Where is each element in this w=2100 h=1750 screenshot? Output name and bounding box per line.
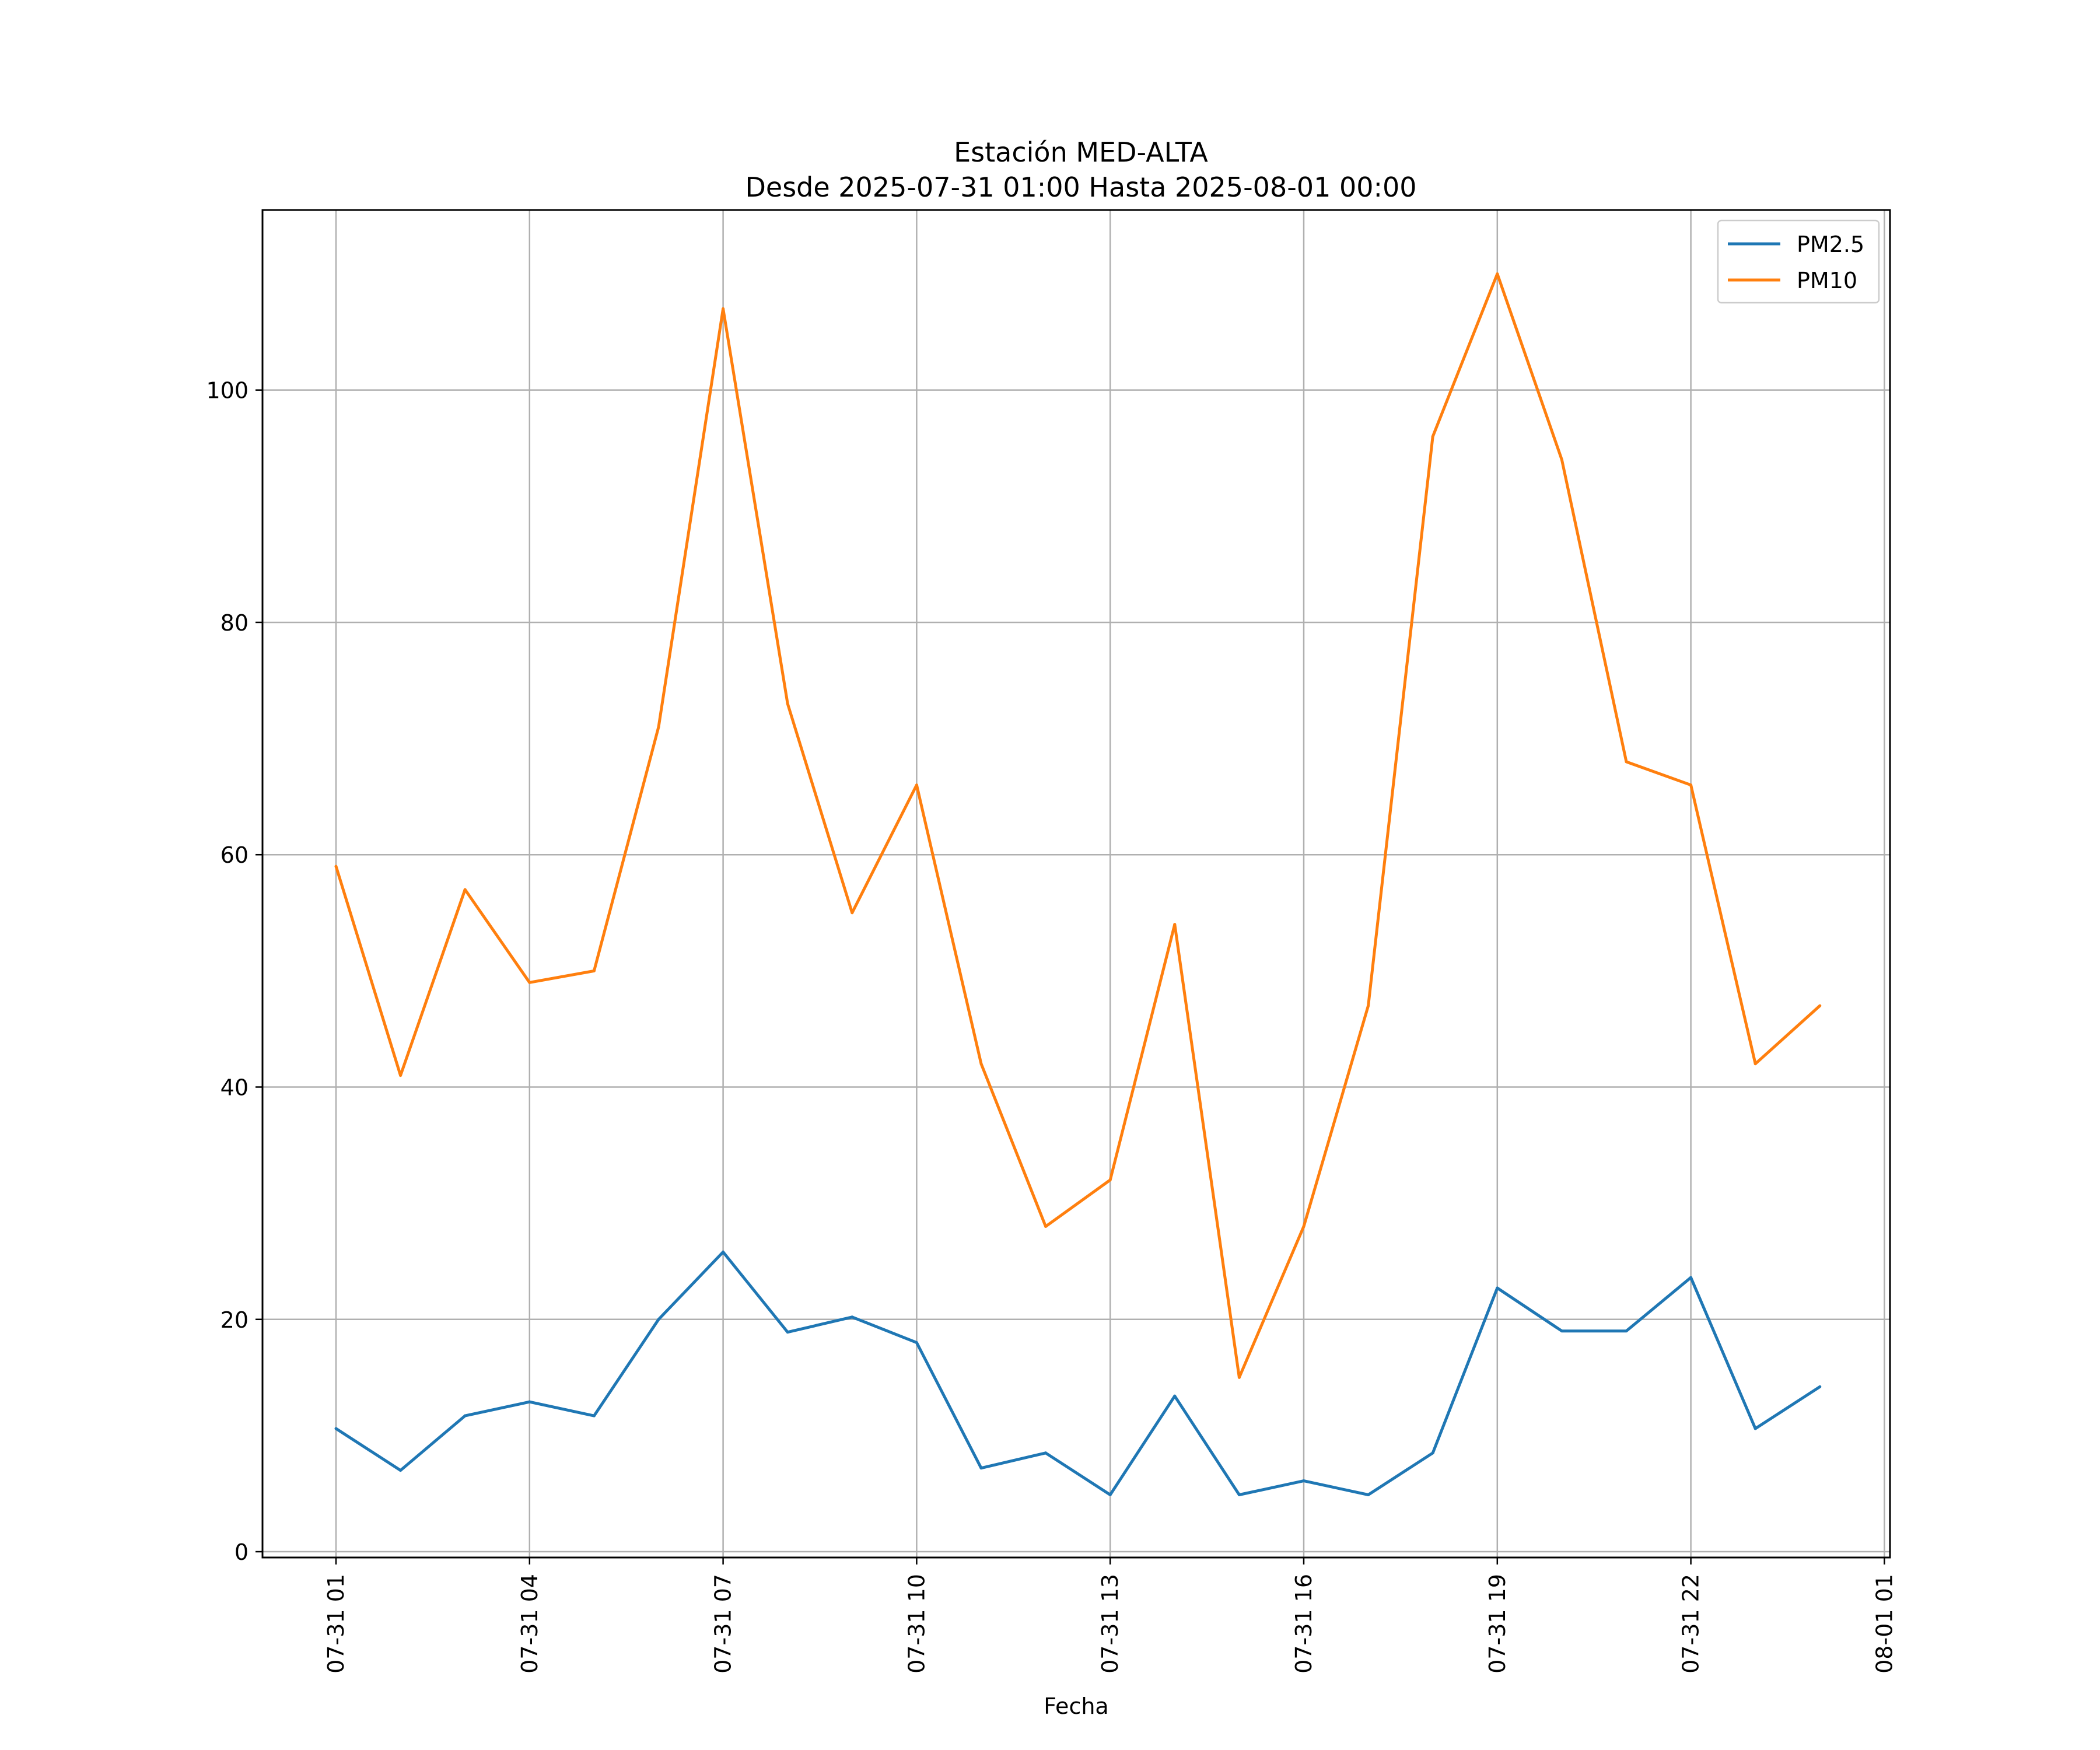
data-point [528, 981, 531, 984]
x-tick-label: 07-31 22 [1678, 1574, 1704, 1674]
x-tick-label: 07-31 04 [517, 1574, 542, 1674]
legend: PM2.5 PM10 [1717, 219, 1880, 304]
data-point [657, 725, 660, 729]
data-point [1173, 1394, 1177, 1398]
data-point [1044, 1451, 1048, 1455]
data-point [786, 702, 789, 705]
data-point [1560, 458, 1563, 461]
data-point [722, 307, 725, 310]
x-tick-label: 07-31 13 [1097, 1574, 1123, 1674]
legend-label-pm25: PM2.5 [1797, 232, 1864, 257]
data-point [592, 969, 596, 972]
data-point [1818, 1004, 1822, 1007]
y-tick-label: 60 [220, 842, 249, 868]
data-point [1237, 1376, 1241, 1379]
data-point [399, 1074, 402, 1077]
data-point [786, 1331, 789, 1334]
chart-title: Estación MED-ALTA [954, 136, 1208, 168]
data-point [1173, 923, 1177, 926]
data-point [463, 888, 467, 891]
data-point [1689, 1276, 1693, 1279]
data-point [1496, 272, 1499, 276]
data-point [1367, 1493, 1370, 1496]
y-tick-label: 100 [206, 378, 249, 404]
data-point [528, 1400, 531, 1404]
data-point [1689, 783, 1693, 787]
x-tick-label: 07-31 19 [1485, 1574, 1510, 1674]
legend-label-pm10: PM10 [1797, 268, 1857, 293]
data-point [463, 1414, 467, 1418]
x-tick-label: 07-31 01 [323, 1574, 349, 1674]
data-point [1044, 1224, 1048, 1228]
data-point [850, 911, 854, 915]
data-point [1108, 1178, 1112, 1182]
data-point [1754, 1427, 1757, 1430]
data-point [1818, 1385, 1822, 1388]
data-point [1237, 1493, 1241, 1496]
data-point [850, 1315, 854, 1319]
data-point [334, 1427, 338, 1430]
y-tick-label: 0 [235, 1539, 249, 1565]
data-point [915, 1341, 918, 1345]
data-point [1431, 435, 1434, 438]
x-tick-label: 07-31 10 [904, 1574, 929, 1674]
data-point [399, 1469, 402, 1472]
data-point [1625, 760, 1628, 764]
data-point [979, 1062, 983, 1066]
data-point [1496, 1286, 1499, 1290]
axis-ticks: 0 20 40 60 80 100 07-31 01 07-31 04 07-31 07 07-3… [206, 378, 1897, 1674]
legend-box [1717, 219, 1880, 304]
data-point [722, 1250, 725, 1254]
y-tick-label: 80 [220, 610, 249, 636]
data-point [915, 783, 918, 787]
x-tick-label: 07-31 16 [1291, 1574, 1317, 1674]
data-point [1108, 1493, 1112, 1496]
x-axis-label: Fecha [1044, 1693, 1108, 1719]
data-point [1625, 1329, 1628, 1333]
data-point [1302, 1479, 1306, 1483]
series-line-pm25 [335, 1250, 1821, 1496]
y-tick-label: 20 [220, 1307, 249, 1333]
grid-lines [262, 210, 1890, 1558]
x-tick-label: 08-01 01 [1871, 1574, 1897, 1674]
plot-area-frame [261, 209, 1891, 1559]
series-lines [334, 272, 1822, 1496]
data-point [979, 1466, 983, 1470]
data-point [1754, 1062, 1757, 1066]
data-point [1560, 1329, 1563, 1333]
data-point [334, 864, 338, 868]
data-point [1431, 1451, 1434, 1455]
chart-subtitle: Desde 2025-07-31 01:00 Hasta 2025-08-01 … [745, 172, 1416, 203]
data-point [1367, 1004, 1370, 1007]
y-tick-label: 40 [220, 1074, 249, 1100]
x-tick-label: 07-31 07 [710, 1574, 736, 1674]
data-point [1302, 1224, 1306, 1228]
data-point [592, 1414, 596, 1418]
data-point [657, 1318, 660, 1321]
series-line-pm10 [334, 272, 1821, 1379]
